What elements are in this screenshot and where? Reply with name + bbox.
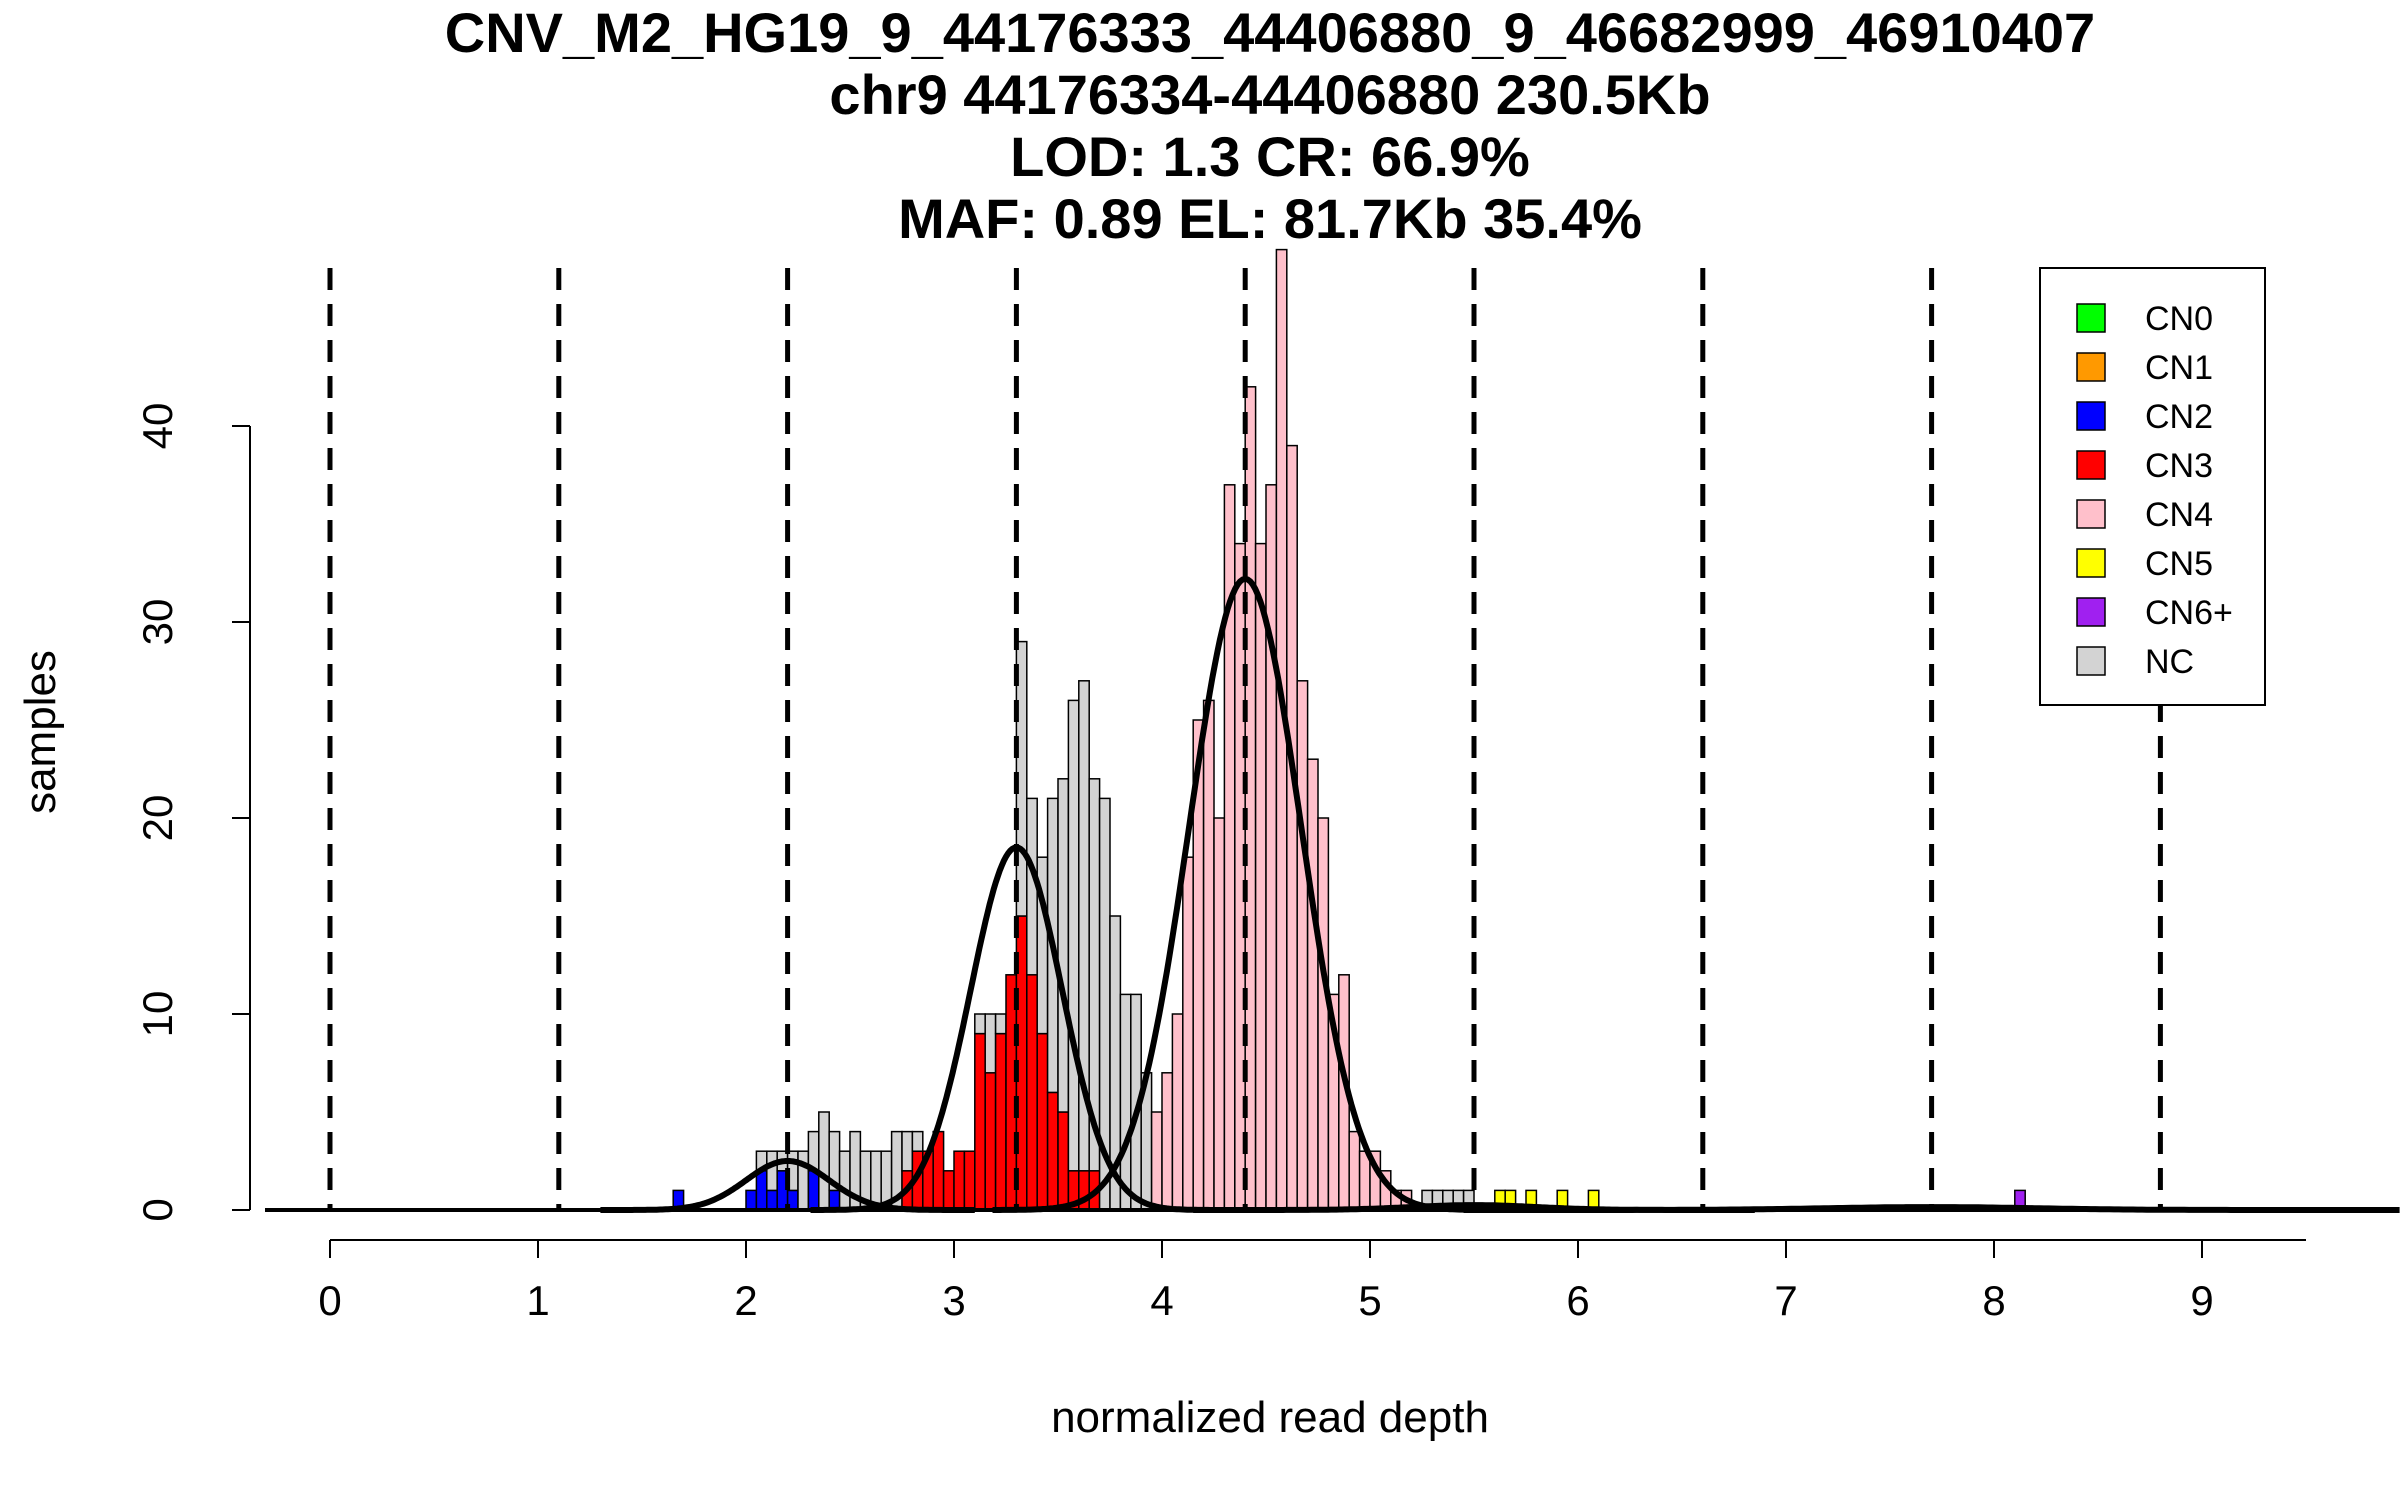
- bar-cn3: [942, 1170, 955, 1211]
- legend-box: [2039, 267, 2266, 706]
- bar-nc-stack: [1067, 699, 1080, 1172]
- bar-cn4: [1306, 758, 1319, 1211]
- bar-nc-stack: [994, 1013, 1007, 1035]
- bar-cn4: [1150, 1111, 1163, 1211]
- bar-cn4: [1286, 444, 1298, 1211]
- bar-nc: [1119, 993, 1132, 1211]
- title-line-2: chr9 44176334-44406880 230.5Kb: [829, 63, 1710, 126]
- bar-nc: [818, 1111, 830, 1211]
- x-tick-label: 3: [942, 1277, 965, 1324]
- bar-cn4: [1265, 484, 1278, 1211]
- y-axis-label: samples: [16, 650, 65, 814]
- bar-cn3: [1026, 974, 1038, 1211]
- legend-label-cn5: CN5: [2145, 545, 2213, 583]
- bar-cn4: [1182, 856, 1194, 1211]
- legend-label-cn1: CN1: [2145, 349, 2213, 387]
- bar-cn2: [745, 1189, 758, 1211]
- y-tick-label: 0: [134, 1198, 181, 1221]
- bar-cn3: [1036, 1032, 1049, 1211]
- y-tick-label: 30: [134, 599, 181, 646]
- y-tick-label: 20: [134, 795, 181, 842]
- y-tick-label: 40: [134, 403, 181, 450]
- bar-nc-stack: [901, 1130, 914, 1172]
- bar-nc-stack: [984, 1013, 997, 1074]
- x-tick-label: 7: [1774, 1277, 1797, 1324]
- gaussian-curve-cn2: [600, 1158, 975, 1213]
- bar-cn3: [953, 1150, 966, 1211]
- gaussian-curve-cn4: [992, 575, 1498, 1213]
- bar-cn3: [963, 1150, 976, 1211]
- bar-cn2: [766, 1189, 778, 1211]
- bar-nc-stack: [911, 1130, 924, 1152]
- x-tick-label: 9: [2190, 1277, 2213, 1324]
- bar-cn4: [1317, 817, 1330, 1211]
- bar-cn3: [994, 1032, 1007, 1211]
- legend-swatch-cn4: [2076, 499, 2106, 529]
- bar-nc-stack: [974, 1013, 986, 1035]
- x-tick-label: 1: [526, 1277, 549, 1324]
- bar-cn4: [1202, 699, 1215, 1211]
- bar-cn4: [1296, 680, 1309, 1211]
- legend-swatch-cn3: [2076, 450, 2106, 480]
- bar-cn3: [984, 1072, 997, 1211]
- legend-label-cn4: CN4: [2145, 496, 2213, 534]
- legend-swatch-cn5: [2076, 548, 2106, 578]
- bar-cn2: [807, 1170, 820, 1211]
- bar-cn3: [974, 1032, 986, 1211]
- legend-swatch-cn2: [2076, 401, 2106, 431]
- x-tick-label: 5: [1358, 1277, 1381, 1324]
- bar-nc-stack: [766, 1150, 778, 1192]
- y-axis: 0 10 20 30 40: [134, 403, 251, 1222]
- title-line-4: MAF: 0.89 EL: 81.7Kb 35.4%: [898, 187, 1642, 250]
- bar-cn4: [1348, 1130, 1361, 1211]
- title: CNV_M2_HG19_9_44176333_44406880_9_466829…: [445, 1, 2095, 250]
- legend-label-cn0: CN0: [2145, 300, 2213, 338]
- x-tick-label: 2: [734, 1277, 757, 1324]
- x-axis-label: normalized read depth: [1051, 1393, 1489, 1442]
- title-line-1: CNV_M2_HG19_9_44176333_44406880_9_466829…: [445, 1, 2095, 64]
- bar-cn4: [1244, 386, 1257, 1211]
- bar-cn4: [1161, 1072, 1174, 1211]
- legend-label-cn6plus: CN6+: [2145, 594, 2233, 632]
- x-tick-label: 0: [318, 1277, 341, 1324]
- plot-area: [265, 248, 2400, 1213]
- x-tick-label: 4: [1150, 1277, 1173, 1324]
- x-tick-label: 6: [1566, 1277, 1589, 1324]
- legend-label-cn2: CN2: [2145, 398, 2213, 436]
- bar-cn3: [1046, 1091, 1059, 1211]
- bar-cn2: [755, 1170, 768, 1211]
- y-tick-label: 10: [134, 991, 181, 1038]
- legend-swatch-cn6plus: [2076, 597, 2106, 627]
- legend-swatch-cn0: [2076, 303, 2106, 333]
- bar-cn4: [1171, 1013, 1184, 1211]
- title-line-3: LOD: 1.3 CR: 66.9%: [1010, 125, 1530, 188]
- bar-nc-stack: [1057, 778, 1070, 1113]
- legend: CN0 CN1 CN2 CN3 CN4 CN5 CN6+ NC: [2039, 267, 2266, 706]
- legend-swatch-nc: [2076, 646, 2106, 676]
- legend-label-nc: NC: [2145, 643, 2194, 681]
- legend-swatch-cn1: [2076, 352, 2106, 382]
- legend-label-cn3: CN3: [2145, 447, 2213, 485]
- bar-nc: [838, 1150, 851, 1211]
- x-axis: 0 1 2 3 4 5 6 7 8 9: [318, 1239, 2306, 1324]
- bar-cn4: [1213, 817, 1226, 1211]
- bar-cn4: [1254, 542, 1267, 1211]
- x-tick-label: 8: [1982, 1277, 2005, 1324]
- bar-cn3: [1057, 1111, 1070, 1211]
